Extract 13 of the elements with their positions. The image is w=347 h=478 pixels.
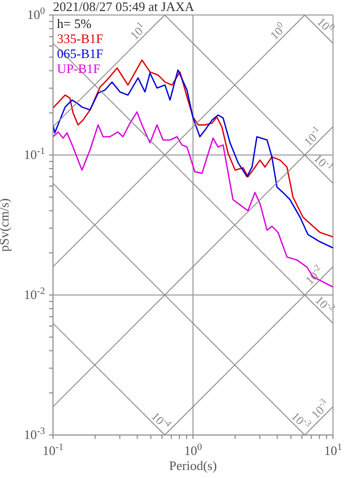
text: 335-B1F — [57, 31, 104, 46]
text: UP-B1F — [57, 61, 102, 76]
x-axis-title: Period(s) — [169, 458, 217, 473]
x-tick-label: 10$^{1}$ — [324, 442, 342, 458]
legend-title: h= 5% — [57, 16, 92, 31]
x-tick-label: 10$^{0}$ — [184, 442, 202, 458]
y-tick-label: 10$^{-3}$ — [24, 426, 46, 442]
y-tick-label: 10$^{0}$ — [27, 6, 46, 22]
x-tick-label: 10$^{-1}$ — [42, 442, 64, 458]
y-tick-label: 10$^{-1}$ — [24, 146, 46, 162]
series-label: 065-B1F — [57, 46, 104, 61]
y-tick-label: 10$^{-2}$ — [24, 286, 46, 302]
chart-title: 2021/08/27 05:49 at JAXA — [53, 0, 194, 15]
